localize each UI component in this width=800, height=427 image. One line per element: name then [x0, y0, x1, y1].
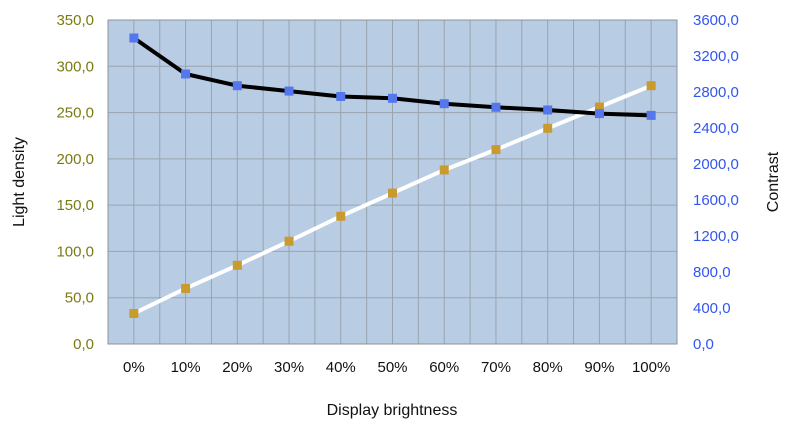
- y-tick-label: 150,0: [56, 197, 94, 214]
- series-point-1: [336, 211, 346, 221]
- series-point-1: [646, 81, 656, 91]
- y-tick-label: 350,0: [56, 12, 94, 29]
- y2-tick-label: 400,0: [693, 300, 731, 317]
- left-axis: 0,0 50,0 100,0 150,0 200,0 250,0 300,0 350,0: [56, 12, 94, 353]
- series-point-1: [594, 102, 604, 112]
- series-point-1: [543, 123, 553, 133]
- series-point-1: [388, 188, 397, 198]
- y2-tick-label: 0,0: [693, 336, 714, 353]
- y2-axis-title: Contrast: [765, 151, 782, 212]
- x-tick-label: 60%: [429, 359, 459, 376]
- y2-tick-label: 800,0: [693, 264, 731, 281]
- series-point-2: [491, 102, 501, 112]
- series-point-2: [336, 92, 346, 101]
- grid: [107, 19, 678, 345]
- x-tick-label: 20%: [222, 359, 252, 376]
- series-point-2: [232, 81, 242, 91]
- x-tick-label: 0%: [123, 359, 145, 376]
- x-tick-label: 10%: [171, 359, 201, 376]
- series-point-2: [129, 33, 139, 43]
- x-tick-label: 80%: [533, 359, 563, 376]
- y-tick-label: 250,0: [56, 105, 94, 122]
- y-tick-label: 100,0: [56, 243, 94, 260]
- y-tick-label: 0,0: [73, 336, 94, 353]
- series-point-2: [594, 109, 604, 119]
- x-tick-label: 40%: [326, 359, 356, 376]
- plot-border: [107, 19, 678, 345]
- x-axis: 0% 10% 20% 30% 40% 50% 60% 70% 80% 90% 100%: [123, 359, 670, 376]
- y2-tick-label: 2400,0: [693, 120, 739, 137]
- y-tick-label: 300,0: [56, 58, 94, 75]
- y2-tick-label: 3200,0: [693, 48, 739, 65]
- x-tick-label: 70%: [481, 359, 511, 376]
- series-point-1: [491, 145, 501, 155]
- x-tick-label: 50%: [377, 359, 407, 376]
- y-axis-title: Light density: [11, 137, 28, 227]
- series-point-2: [388, 93, 397, 103]
- y2-tick-label: 1200,0: [693, 228, 739, 245]
- x-tick-label: 100%: [632, 359, 670, 376]
- series-point-2: [284, 86, 294, 96]
- x-tick-label: 30%: [274, 359, 304, 376]
- series-point-2: [543, 105, 553, 115]
- right-axis: 0,0 400,0 800,0 1200,0 1600,0 2000,0 2400,0 280…: [693, 12, 739, 353]
- series-point-1: [129, 308, 139, 318]
- y-tick-label: 200,0: [56, 151, 94, 168]
- series-point-1: [439, 165, 449, 175]
- y2-tick-label: 2000,0: [693, 156, 739, 173]
- series-point-1: [284, 236, 294, 246]
- series-point-1: [181, 283, 191, 293]
- x-axis-title: Display brightness: [327, 402, 458, 419]
- series-point-2: [439, 99, 449, 109]
- x-tick-label: 90%: [584, 359, 614, 376]
- series-point-2: [181, 69, 191, 79]
- y2-tick-label: 1600,0: [693, 192, 739, 209]
- y2-tick-label: 3600,0: [693, 12, 739, 29]
- y2-tick-label: 2800,0: [693, 84, 739, 101]
- series-point-1: [232, 260, 242, 270]
- series-layer: [129, 33, 656, 318]
- series-point-2: [646, 110, 656, 120]
- y-tick-label: 50,0: [65, 290, 94, 307]
